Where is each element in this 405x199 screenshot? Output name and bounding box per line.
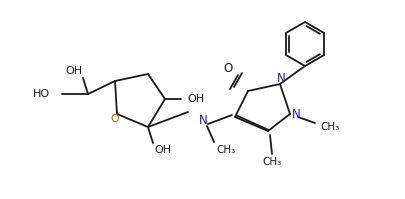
Text: N: N [277,71,286,85]
Text: N: N [198,114,207,128]
Text: OH: OH [187,94,204,104]
Text: N: N [292,107,301,121]
Text: CH₃: CH₃ [320,122,339,132]
Text: HO: HO [33,89,50,99]
Text: CH₃: CH₃ [216,145,235,155]
Text: O: O [111,114,119,124]
Text: CH₃: CH₃ [262,157,281,167]
Text: O: O [224,62,232,75]
Text: OH: OH [154,145,171,155]
Text: OH: OH [65,66,82,76]
